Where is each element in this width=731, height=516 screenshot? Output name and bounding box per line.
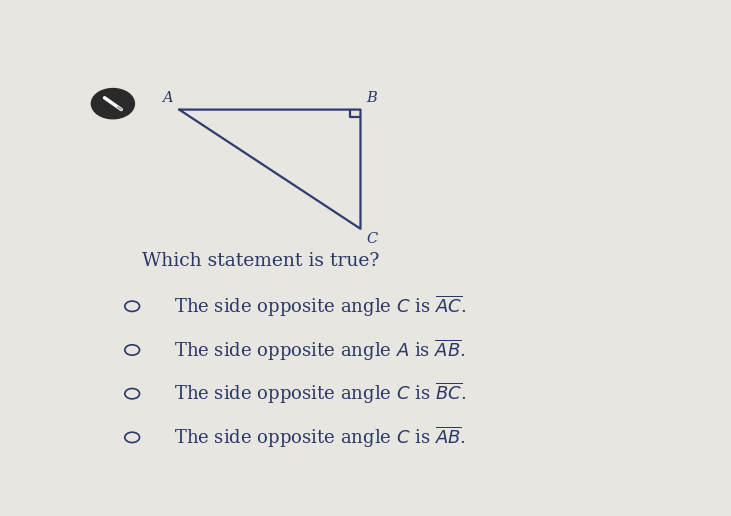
Text: The side opposite angle $\mathit{C}$ is $\overline{\mathit{AC}}$.: The side opposite angle $\mathit{C}$ is … xyxy=(173,294,466,319)
Text: B: B xyxy=(366,91,377,105)
Text: The side opposite angle $\mathit{C}$ is $\overline{\mathit{AB}}$.: The side opposite angle $\mathit{C}$ is … xyxy=(173,425,466,450)
Text: A: A xyxy=(162,91,173,105)
Text: The side opposite angle $\mathit{A}$ is $\overline{\mathit{AB}}$.: The side opposite angle $\mathit{A}$ is … xyxy=(173,337,465,363)
Text: Which statement is true?: Which statement is true? xyxy=(143,252,379,269)
Text: C: C xyxy=(366,232,377,246)
Text: The side opposite angle $\mathit{C}$ is $\overline{\mathit{BC}}$.: The side opposite angle $\mathit{C}$ is … xyxy=(173,381,466,407)
Circle shape xyxy=(91,89,135,119)
